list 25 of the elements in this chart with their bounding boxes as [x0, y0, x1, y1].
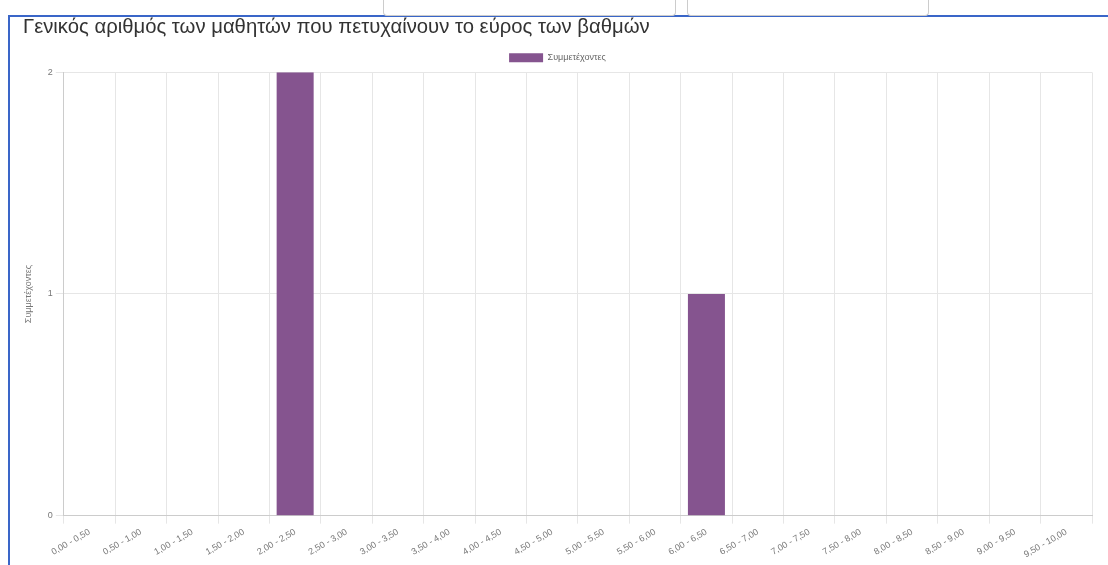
y-tick-label: 1	[47, 288, 53, 299]
x-tick-label: 0,50 - 1,00	[100, 526, 144, 557]
x-tick-label: 5,50 - 6,00	[615, 526, 658, 557]
x-tick-label: 4,50 - 5,00	[512, 526, 555, 557]
x-tick-label: 8,50 - 9,00	[923, 526, 966, 557]
x-tick-label: 6,50 - 7,00	[717, 526, 761, 557]
chart-title: Γενικός αριθμός των μαθητών που πετυχαίνουν το εύρος των βαθμών	[23, 14, 650, 37]
x-tick-label: 8,00 - 8,50	[872, 526, 915, 557]
y-axis-title: Συμμετέχοντες	[22, 264, 33, 324]
x-tick-label: 0,00 - 0,50	[49, 526, 92, 557]
x-tick-label: 1,00 - 1,50	[152, 526, 195, 557]
x-tick-label: 4,00 - 4,50	[460, 526, 504, 557]
y-tick-label: 2	[47, 66, 53, 77]
x-tick-label: 5,00 - 5,50	[563, 526, 606, 557]
x-tick-label: 2,50 - 3,00	[306, 526, 349, 557]
x-tick-label: 7,50 - 8,00	[820, 526, 863, 557]
x-tick-label: 6,00 - 6,50	[666, 526, 709, 557]
legend-label: Συμμετέχοντες	[547, 52, 607, 63]
x-tick-label: 9,00 - 9,50	[974, 526, 1018, 557]
x-tick-label: 1,50 - 2,00	[203, 526, 246, 557]
x-tick-label: 3,50 - 4,00	[409, 526, 452, 557]
x-tick-label: 7,00 - 7,50	[769, 526, 812, 557]
x-tick-label: 3,00 - 3,50	[358, 526, 401, 557]
x-tick-label: 2,00 - 2,50	[255, 526, 298, 557]
y-tick-label: 0	[47, 510, 53, 521]
